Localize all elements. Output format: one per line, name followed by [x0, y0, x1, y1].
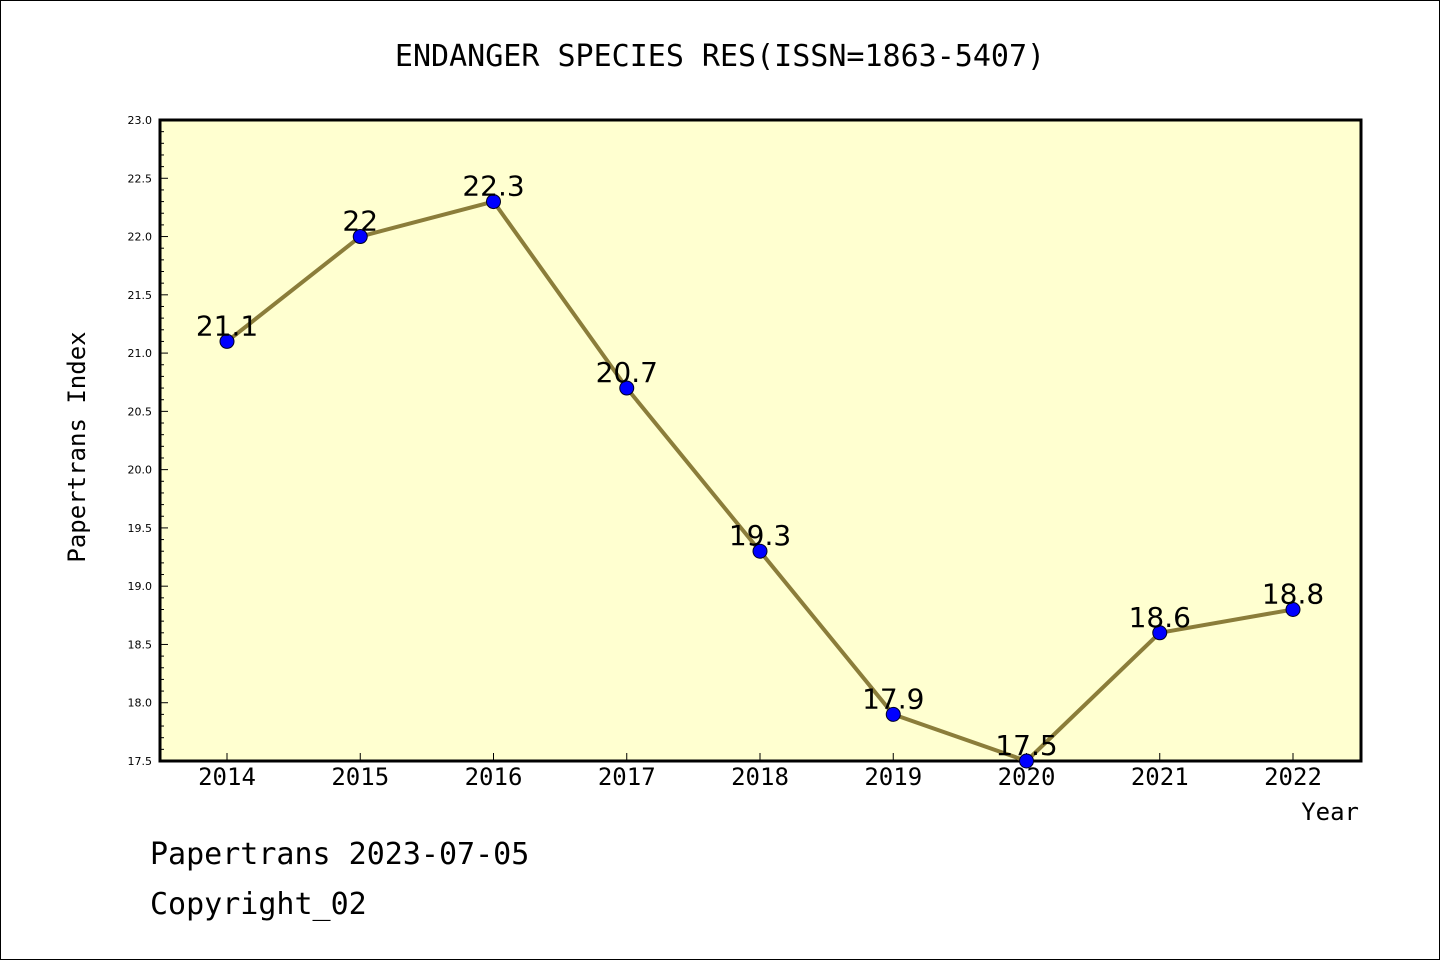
x-tick-label: 2015 — [331, 763, 389, 791]
x-axis: 2014 2015 2016 2017 2018 2019 2020 2021 2022 — [198, 753, 1322, 791]
data-label: 17.5 — [995, 729, 1057, 762]
data-point-marker — [619, 380, 635, 396]
x-tick-label: 2022 — [1264, 763, 1322, 791]
x-tick-label: 2021 — [1131, 763, 1189, 791]
x-tick-label: 2019 — [864, 763, 922, 791]
footer-copyright: Copyright_02 — [150, 887, 367, 922]
data-labels: 21.1 22 22.3 20.7 19.3 17.9 17.5 18.6 18.8 — [196, 170, 1324, 762]
y-tick-label: 23.0 — [128, 114, 153, 127]
series-markers — [219, 194, 1301, 769]
y-tick-label: 18.0 — [128, 697, 153, 710]
data-point-marker — [752, 543, 768, 559]
y-tick-label: 17.5 — [128, 755, 153, 768]
x-tick-label: 2017 — [598, 763, 656, 791]
data-point-marker — [1019, 753, 1034, 769]
y-tick-label: 20.0 — [128, 464, 153, 477]
x-axis-label: Year — [1301, 798, 1359, 826]
plot-area — [158, 118, 1363, 763]
y-tick-label: 19.5 — [128, 522, 153, 535]
y-tick-label: 19.0 — [128, 580, 153, 593]
data-point-marker — [1152, 625, 1168, 641]
data-label: 22 — [342, 205, 378, 238]
data-point-marker — [219, 333, 235, 349]
data-label: 22.3 — [462, 170, 524, 203]
data-label: 18.8 — [1262, 577, 1324, 610]
chart-title: ENDANGER SPECIES RES(ISSN=1863-5407) — [395, 39, 1045, 74]
y-tick-label: 20.5 — [128, 405, 153, 418]
data-point-marker — [486, 194, 501, 210]
data-point-marker — [1285, 601, 1301, 617]
y-axis: 17.5 18.0 18.5 19.0 19.5 20.0 20.5 21.0 21.5 22.0… — [128, 114, 168, 768]
y-tick-label: 22.0 — [128, 231, 153, 244]
data-label: 18.6 — [1129, 601, 1191, 634]
footer-date-line: Papertrans 2023-07-05 — [150, 837, 529, 872]
data-label: 17.9 — [862, 682, 924, 715]
data-point-marker — [352, 229, 368, 245]
data-label: 21.1 — [196, 309, 258, 342]
y-tick-label: 18.5 — [128, 638, 153, 651]
data-label: 20.7 — [596, 356, 658, 389]
y-tick-label: 21.5 — [128, 289, 153, 302]
x-tick-label: 2014 — [198, 763, 256, 791]
x-tick-label: 2018 — [731, 763, 789, 791]
data-label: 19.3 — [729, 519, 791, 552]
data-point-marker — [885, 706, 901, 722]
x-tick-label: 2016 — [465, 763, 523, 791]
y-tick-label: 21.0 — [128, 347, 153, 360]
y-tick-label: 22.5 — [128, 172, 153, 185]
y-axis-label: Papertrans Index — [63, 331, 91, 562]
